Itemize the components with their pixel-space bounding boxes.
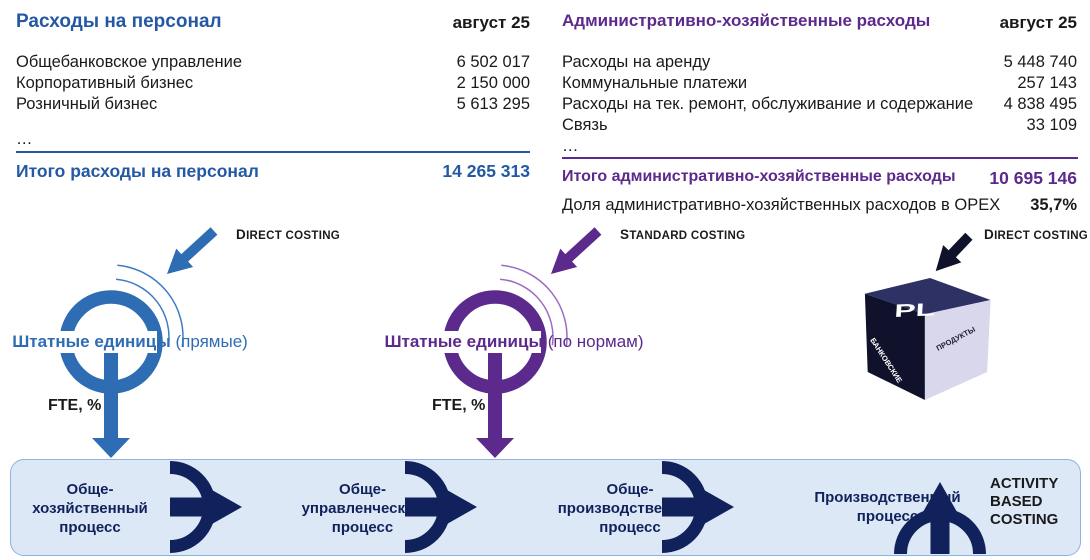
svg-text:PL: PL [894, 300, 936, 321]
